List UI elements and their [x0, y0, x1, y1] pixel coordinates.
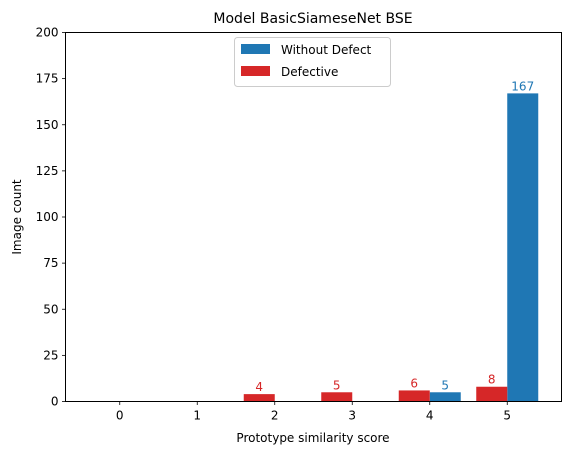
bar-without-defect-4 [430, 392, 461, 401]
legend-swatch-defective [241, 66, 270, 76]
y-tick-label-150: 150 [36, 118, 59, 132]
x-tick-label-4: 4 [426, 409, 434, 423]
y-tick-label-125: 125 [36, 164, 59, 178]
x-tick-label-2: 2 [271, 409, 279, 423]
plot-area: 5 167 4 5 6 8 [244, 79, 539, 401]
x-tick-label-0: 0 [116, 409, 124, 423]
x-axis-label: Prototype similarity score [236, 431, 389, 445]
legend-swatch-without-defect [241, 44, 270, 54]
data-label-defective-5: 8 [488, 373, 496, 387]
y-tick-label-25: 25 [43, 348, 58, 362]
bar-defective-2 [244, 394, 275, 401]
bar-defective-4 [399, 390, 430, 401]
y-tick-label-200: 200 [36, 26, 59, 40]
legend: Without Defect Defective [235, 38, 391, 87]
y-axis-label: Image count [10, 179, 24, 255]
data-label-without-defect-5: 167 [511, 79, 534, 93]
data-label-without-defect-4: 5 [441, 378, 449, 392]
y-tick-label-0: 0 [51, 395, 59, 409]
x-tick-label-1: 1 [193, 409, 201, 423]
y-tick-label-75: 75 [43, 256, 58, 270]
legend-label-defective: Defective [281, 65, 338, 79]
chart-title: Model BasicSiameseNet BSE [213, 11, 412, 27]
bar-defective-5 [476, 387, 507, 402]
y-axis: 0 25 50 75 100 125 150 175 200 [36, 26, 66, 409]
plot-frame [66, 33, 562, 402]
x-tick-label-5: 5 [503, 409, 511, 423]
x-axis: 0 1 2 3 4 5 [116, 402, 511, 423]
y-tick-label-50: 50 [43, 302, 58, 316]
y-tick-label-100: 100 [36, 210, 59, 224]
y-tick-label-175: 175 [36, 72, 59, 86]
data-label-defective-3: 5 [333, 378, 341, 392]
bar-without-defect-5 [507, 93, 538, 401]
bar-defective-3 [321, 392, 352, 401]
legend-label-without-defect: Without Defect [281, 43, 372, 57]
data-label-defective-2: 4 [255, 380, 263, 394]
data-label-defective-4: 6 [410, 376, 418, 390]
x-tick-label-3: 3 [348, 409, 356, 423]
